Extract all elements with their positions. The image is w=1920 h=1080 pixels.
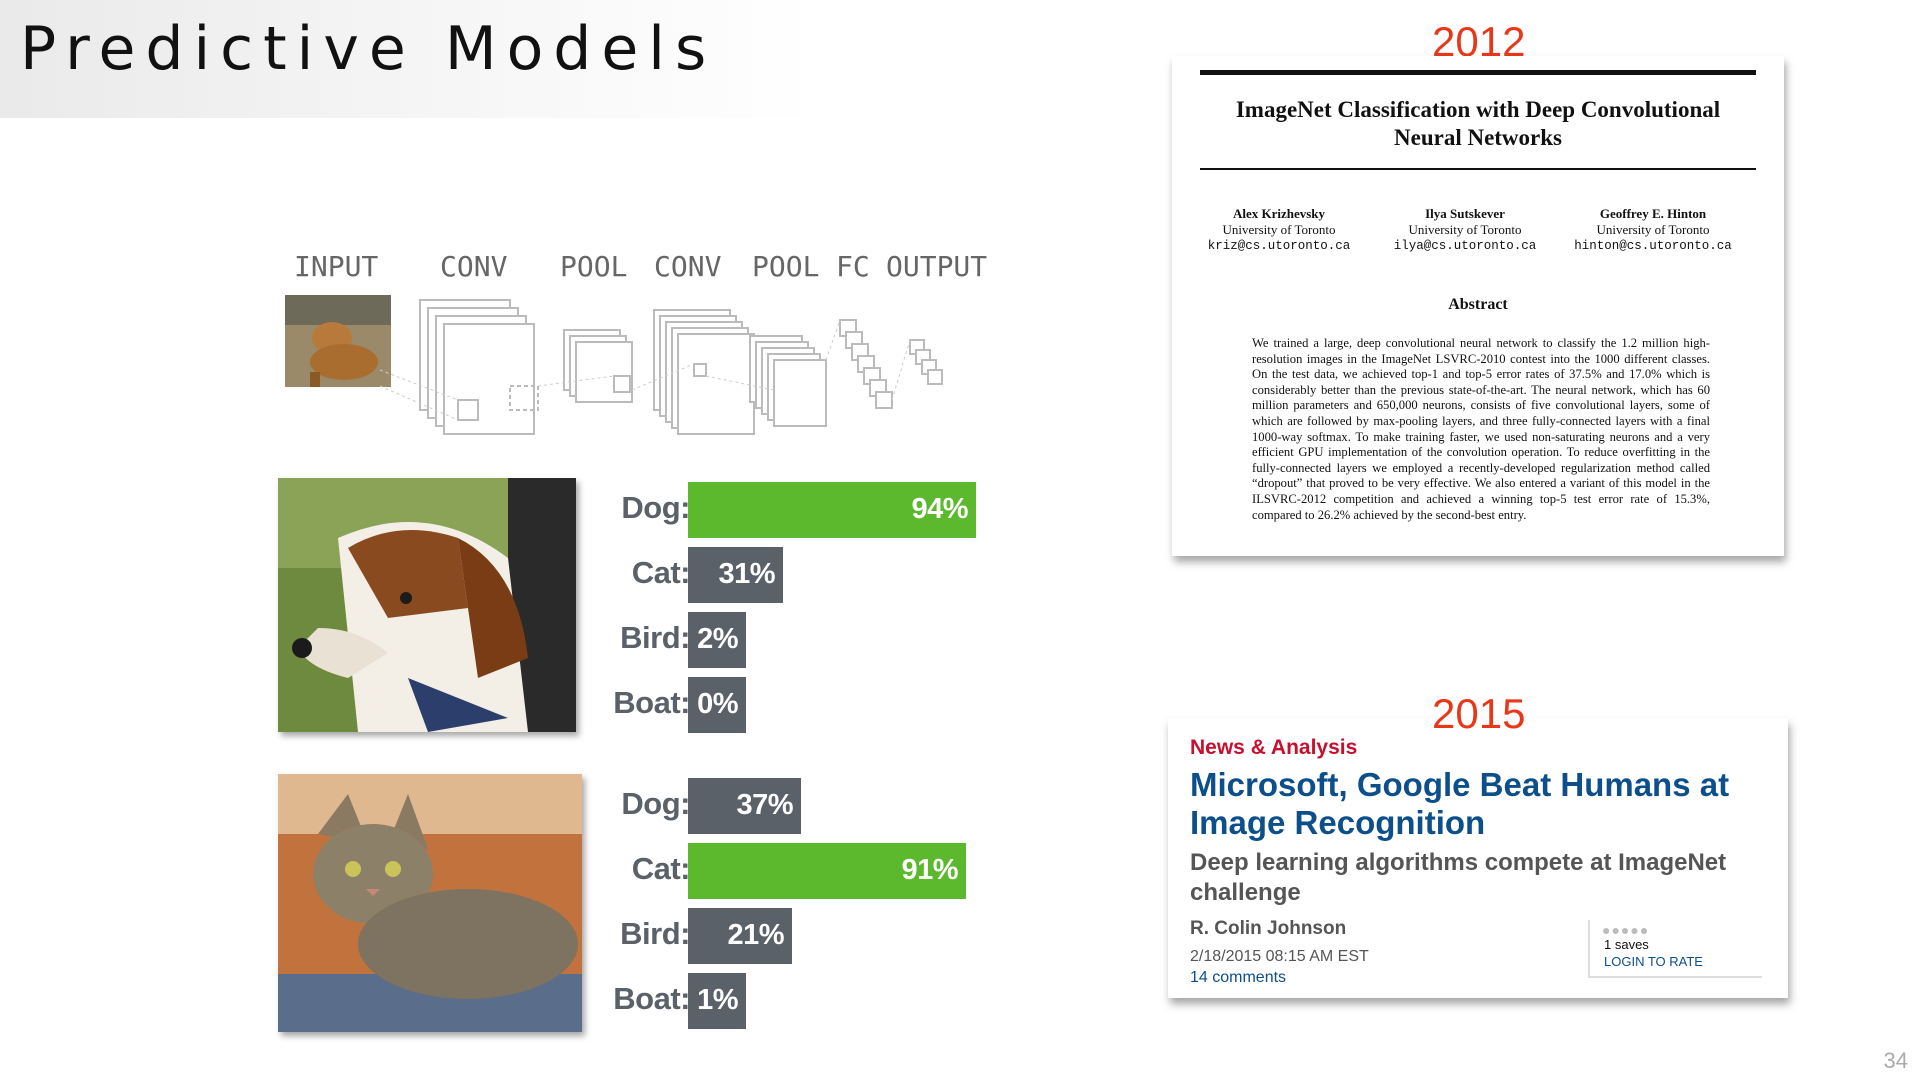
bar-fill: 31%: [688, 547, 783, 603]
bar-category-label: Boat:: [613, 685, 690, 720]
bar-row: Boat: 0%: [604, 677, 1024, 733]
author-sutskever: Ilya Sutskever University of Toronto ily…: [1380, 206, 1550, 254]
bar-category-label: Bird:: [620, 916, 690, 951]
bar-category-label: Boat:: [613, 981, 690, 1016]
author-email: ilya@cs.utoronto.ca: [1393, 239, 1537, 253]
abstract-heading: Abstract: [1448, 296, 1508, 313]
bar-percent-label: 37%: [736, 789, 793, 821]
bar-fill: 94%: [688, 482, 976, 538]
author-affiliation: University of Toronto: [1408, 222, 1522, 237]
author-name: Alex Krizhevsky: [1232, 206, 1326, 221]
bar-fill: 1%: [688, 973, 746, 1029]
paper-title: ImageNet Classification with Deep Convol…: [1200, 96, 1756, 152]
author-email: hinton@cs.utoronto.ca: [1574, 239, 1732, 253]
bar-row: Bird: 21%: [604, 908, 1024, 964]
year-2015: 2015: [1432, 690, 1526, 737]
bar-percent-label: 21%: [727, 919, 784, 951]
paper-top-rule: [1200, 70, 1756, 75]
slide-number: 34: [1883, 1048, 1908, 1073]
bar-percent-label: 94%: [911, 493, 968, 525]
news-author: R. Colin Johnson: [1190, 918, 1347, 939]
paper-title-rule: [1200, 168, 1756, 170]
bar-row: Bird: 2%: [604, 612, 1024, 668]
bar-percent-label: 91%: [901, 854, 958, 886]
slide-title: Predictive Models: [20, 14, 717, 84]
cnn-label-pool-2: POOL: [752, 250, 820, 283]
author-krizhevsky: Alex Krizhevsky University of Toronto kr…: [1194, 206, 1364, 254]
bar-fill: 91%: [688, 843, 966, 899]
cnn-label-conv-2: CONV: [654, 250, 722, 283]
dog-photo: [278, 478, 576, 732]
news-comments-link[interactable]: 14 comments: [1190, 969, 1287, 986]
bar-category-label: Cat:: [631, 555, 691, 590]
paper-title-line2: Neural Networks: [1394, 125, 1562, 150]
author-affiliation: University of Toronto: [1222, 222, 1336, 237]
rating-stars-icon[interactable]: ●●●●●: [1602, 922, 1650, 938]
title-band: [0, 0, 820, 118]
author-name: Ilya Sutskever: [1425, 206, 1505, 221]
paper-title-line1: ImageNet Classification with Deep Convol…: [1235, 97, 1721, 122]
saves-count: 1 saves: [1604, 937, 1649, 952]
cnn-label-output: OUTPUT: [886, 250, 988, 283]
bar-percent-label: 0%: [697, 688, 738, 720]
bar-fill: 0%: [688, 677, 746, 733]
bar-percent-label: 31%: [718, 558, 775, 590]
news-subheadline: Deep learning algorithms compete at Imag…: [1190, 849, 1727, 906]
rating-box: ●●●●● 1 saves LOGIN TO RATE: [1588, 920, 1762, 978]
bar-category-label: Cat:: [631, 851, 691, 886]
cnn-label-pool: POOL: [560, 250, 628, 283]
author-email: kriz@cs.utoronto.ca: [1207, 239, 1351, 253]
bar-fill: 2%: [688, 612, 746, 668]
bar-percent-label: 1%: [697, 984, 738, 1016]
author-affiliation: University of Toronto: [1596, 222, 1710, 237]
bar-category-label: Dog:: [621, 490, 690, 525]
author-hinton: Geoffrey E. Hinton University of Toronto…: [1568, 206, 1738, 254]
news-card: News & Analysis Microsoft, Google Beat H…: [1168, 718, 1788, 998]
cnn-architecture-diagram: INPUT CONV POOL CONV POOL FC OUTPUT: [280, 250, 1000, 440]
news-section-label[interactable]: News & Analysis: [1190, 736, 1358, 759]
bar-category-label: Bird:: [620, 620, 690, 655]
login-to-rate-link[interactable]: LOGIN TO RATE: [1604, 954, 1703, 969]
bar-row: Dog: 94%: [604, 482, 1024, 538]
cnn-label-conv: CONV: [440, 250, 508, 283]
cnn-layers-graphic: [285, 295, 943, 435]
bar-row: Cat: 91%: [604, 843, 1024, 899]
cat-photo: [278, 774, 582, 1032]
cnn-label-input: INPUT: [294, 250, 379, 283]
paper-card: ImageNet Classification with Deep Convol…: [1172, 56, 1784, 556]
author-name: Geoffrey E. Hinton: [1599, 206, 1707, 221]
bar-row: Dog: 37%: [604, 778, 1024, 834]
bar-fill: 21%: [688, 908, 792, 964]
news-headline[interactable]: Microsoft, Google Beat Humans at Image R…: [1190, 766, 1730, 841]
bar-fill: 37%: [688, 778, 801, 834]
cnn-label-fc: FC: [836, 250, 870, 283]
bar-row: Cat: 31%: [604, 547, 1024, 603]
input-image-thumbnail: [285, 295, 391, 387]
bar-percent-label: 2%: [697, 623, 738, 655]
bar-category-label: Dog:: [621, 786, 690, 821]
bar-row: Boat: 1%: [604, 973, 1024, 1029]
news-date: 2/18/2015 08:15 AM EST: [1190, 948, 1369, 965]
abstract-text: We trained a large, deep convolutional n…: [1252, 336, 1710, 522]
